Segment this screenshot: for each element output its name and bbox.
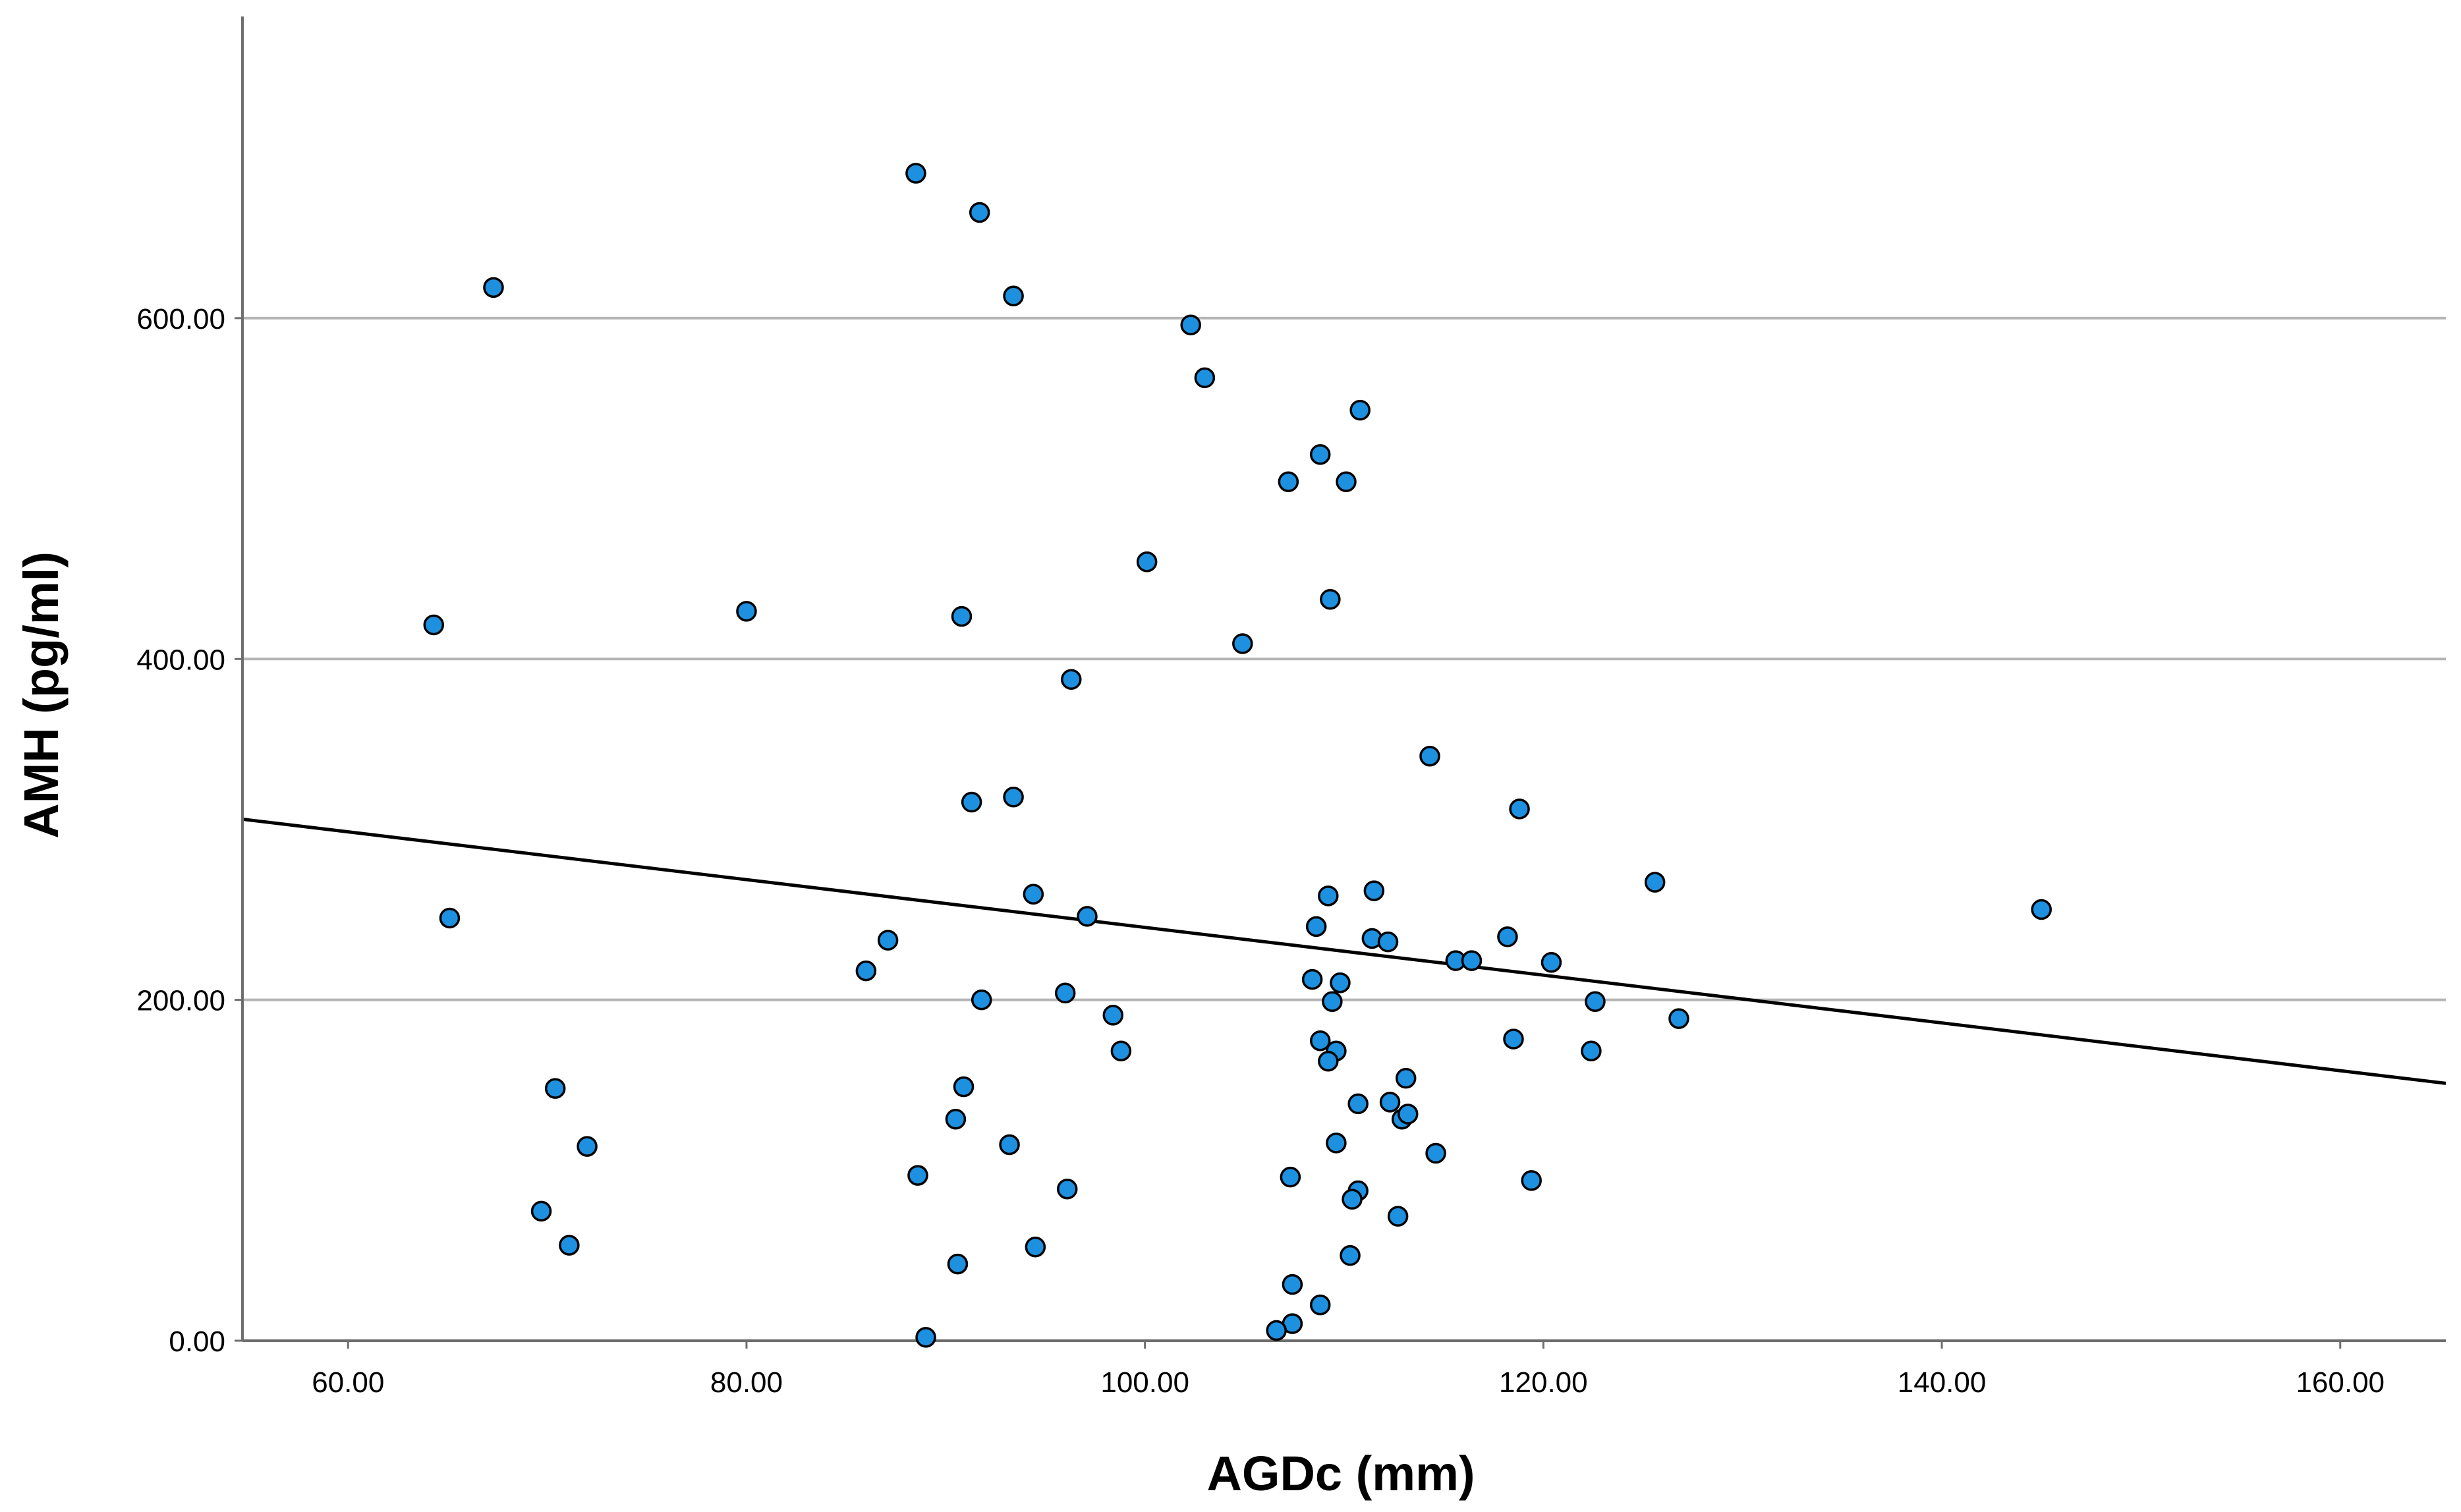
regression-line (242, 817, 2447, 1085)
data-point (1398, 1104, 1419, 1125)
data-point (1110, 1040, 1132, 1061)
data-point (2031, 899, 2052, 920)
data-point (1322, 991, 1343, 1012)
x-tick-label: 60.00 (312, 1366, 384, 1399)
data-point (1025, 1236, 1046, 1258)
data-point (1379, 1092, 1401, 1113)
data-point (577, 1136, 598, 1157)
data-point (1318, 1051, 1339, 1072)
y-axis-title: AMH (pg/ml) (14, 551, 69, 839)
data-point (1363, 880, 1385, 901)
regression-line-group (242, 817, 2447, 1085)
tick-labels: 0.00 200.00 400.00 600.00 60.00 80.00 100.00 12… (136, 303, 2385, 1399)
data-point (1282, 1274, 1303, 1295)
data-point (1023, 883, 1044, 905)
x-tick-label: 120.00 (1499, 1366, 1588, 1399)
data-point (961, 791, 982, 813)
data-points (423, 163, 2052, 1348)
y-tick-label: 0.00 (169, 1326, 225, 1358)
data-point (439, 907, 461, 929)
data-point (1301, 968, 1323, 990)
data-point (1003, 787, 1024, 808)
data-point (1180, 314, 1201, 335)
data-point (1232, 633, 1253, 654)
data-point (953, 1076, 975, 1098)
data-point (1342, 1189, 1363, 1210)
data-point (877, 930, 899, 951)
data-point (1003, 285, 1024, 306)
y-tick-label: 400.00 (136, 644, 225, 676)
data-point (1194, 367, 1216, 389)
axes (235, 16, 2446, 1349)
data-point (907, 1165, 928, 1186)
data-point (1056, 1179, 1078, 1200)
data-point (999, 1134, 1020, 1156)
data-point (1347, 1093, 1369, 1115)
data-point (1266, 1320, 1287, 1341)
y-tick-label: 600.00 (136, 303, 225, 335)
x-tick-label: 100.00 (1100, 1366, 1189, 1399)
data-point (1077, 906, 1098, 927)
data-point (1305, 916, 1327, 938)
data-point (530, 1200, 552, 1222)
data-point (1395, 1067, 1417, 1089)
data-point (1278, 471, 1299, 492)
data-point (1509, 798, 1530, 820)
data-point (1668, 1008, 1689, 1029)
data-point (1336, 471, 1357, 492)
data-point (1541, 951, 1562, 973)
data-point (1497, 926, 1518, 947)
data-point (1503, 1028, 1524, 1050)
data-point (1349, 399, 1371, 421)
data-point (1585, 991, 1606, 1012)
data-point (1425, 1142, 1446, 1164)
data-point (1387, 1206, 1409, 1227)
x-tick-label: 160.00 (2296, 1366, 2385, 1399)
data-point (951, 605, 973, 627)
data-point (1309, 1294, 1331, 1316)
data-point (1102, 1005, 1124, 1026)
data-point (1419, 745, 1440, 767)
data-point (1461, 950, 1483, 971)
data-point (1318, 885, 1339, 907)
data-point (855, 960, 877, 982)
data-point (905, 163, 926, 184)
data-point (736, 601, 757, 622)
data-point (1326, 1133, 1347, 1154)
data-point (1309, 444, 1331, 465)
data-point (969, 202, 990, 223)
grid-lines (242, 316, 2446, 1001)
data-point (1521, 1170, 1542, 1191)
data-point (1644, 872, 1666, 893)
data-point (1054, 982, 1076, 1004)
data-point (971, 989, 992, 1011)
data-point (915, 1327, 936, 1348)
data-point (1340, 1245, 1361, 1266)
data-point (1061, 669, 1082, 690)
data-point (1309, 1030, 1331, 1051)
data-point (544, 1078, 566, 1099)
data-point (559, 1235, 580, 1256)
data-point (423, 614, 445, 636)
data-point (947, 1253, 969, 1275)
data-point (1377, 931, 1399, 953)
x-tick-label: 140.00 (1898, 1366, 1987, 1399)
data-point (1136, 551, 1158, 573)
data-point (945, 1108, 967, 1130)
data-point (1581, 1040, 1602, 1061)
data-point (1280, 1166, 1301, 1188)
x-axis-title: AGDc (mm) (1206, 1446, 1475, 1501)
data-point (483, 277, 504, 298)
y-tick-label: 200.00 (136, 985, 225, 1017)
x-tick-label: 80.00 (710, 1366, 783, 1399)
data-point (1330, 972, 1351, 994)
data-point (1320, 588, 1341, 610)
